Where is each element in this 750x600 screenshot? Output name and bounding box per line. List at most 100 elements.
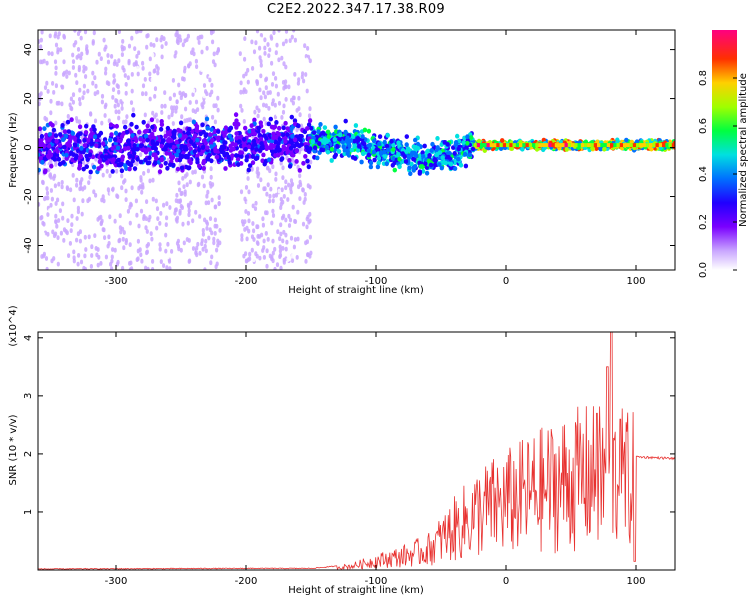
noise-point [163,258,167,263]
ridge-point [183,154,188,159]
noise-point [240,108,244,113]
noise-point [136,248,140,254]
ridge-point [209,127,214,132]
noise-point [99,56,103,61]
noise-point [308,211,312,217]
noise-point [93,75,97,81]
noise-point [38,101,41,107]
ridge-point [299,134,304,139]
noise-point [274,50,278,56]
ridge-point [428,162,434,168]
noise-point [62,238,66,243]
noise-point [183,225,187,230]
noise-point [293,72,297,77]
ridge-point [422,143,427,149]
noise-point [239,89,243,95]
ridge-point [325,149,331,155]
noise-point [99,220,104,226]
noise-point [261,216,265,222]
colorbar-axes: 0.0 0.2 0.4 0.6 0.8 [698,70,737,278]
noise-point [97,51,101,57]
noise-point [118,213,122,219]
noise-point [183,68,187,74]
ridge-point [146,147,151,152]
ridge-point [407,165,412,171]
noise-point [295,127,299,133]
y-tick-label: 1 [23,509,34,515]
noise-point [279,265,283,270]
ridge-point [229,137,234,142]
noise-point [96,89,100,95]
noise-point [79,55,83,61]
ridge-point [268,116,273,122]
noise-point [181,176,185,181]
ridge-point [624,137,629,143]
noise-point [169,123,173,128]
noise-point [149,231,153,237]
ridge-point [271,125,276,130]
ridge-point [287,163,293,169]
noise-point [216,95,220,101]
ridge-point [509,146,515,152]
noise-point [196,241,200,247]
ridge-point [297,143,302,149]
noise-point [45,186,49,192]
noise-point [292,30,296,33]
noise-point [182,240,186,246]
noise-point [38,202,41,207]
noise-point [274,192,278,198]
ridge-point [147,160,152,166]
ridge-point [366,148,371,154]
ridge-point [165,125,171,131]
ridge-point [213,148,218,154]
ridge-point [294,159,299,164]
noise-point [156,66,160,71]
ridge-point [223,166,228,171]
ridge-point [411,165,416,171]
ridge-point [336,149,342,154]
noise-point [137,50,141,56]
ridge-point [346,140,351,146]
ridge-core-point [645,143,650,148]
noise-point [247,218,251,224]
ridge-point [187,165,192,171]
noise-point [127,43,132,49]
noise-point [269,34,273,40]
ridge-core-point [623,143,627,148]
noise-point [78,186,82,192]
noise-point [293,218,297,224]
ridge-point [443,160,448,166]
noise-point [151,267,155,270]
ridge-point [183,144,188,150]
ridge-point [277,147,282,153]
ridge-core-point [600,143,604,148]
ridge-point [176,148,181,154]
x-tick-label: 0 [503,276,509,287]
ridge-point [252,117,257,123]
noise-point [170,249,174,254]
noise-point [308,234,312,240]
noise-point [250,166,254,172]
noise-point [202,83,207,88]
ridge-point [164,150,169,156]
ridge-point [122,146,128,152]
noise-point [284,38,288,44]
noise-point [216,88,220,94]
ridge-point [269,145,274,150]
ridge-point [261,152,266,158]
noise-point [139,208,144,214]
noise-point [288,217,293,223]
noise-point [151,196,155,202]
ridge-core-point [567,143,572,148]
ridge-point [246,167,251,173]
ridge-point [81,166,86,172]
scatter-noise [38,30,313,270]
noise-point [298,112,302,118]
noise-point [264,85,268,91]
ridge-point [306,122,312,128]
noise-point [137,185,141,191]
noise-point [182,184,186,190]
ridge-point [309,125,314,131]
ridge-point [214,154,220,160]
ridge-core-point [538,143,542,148]
